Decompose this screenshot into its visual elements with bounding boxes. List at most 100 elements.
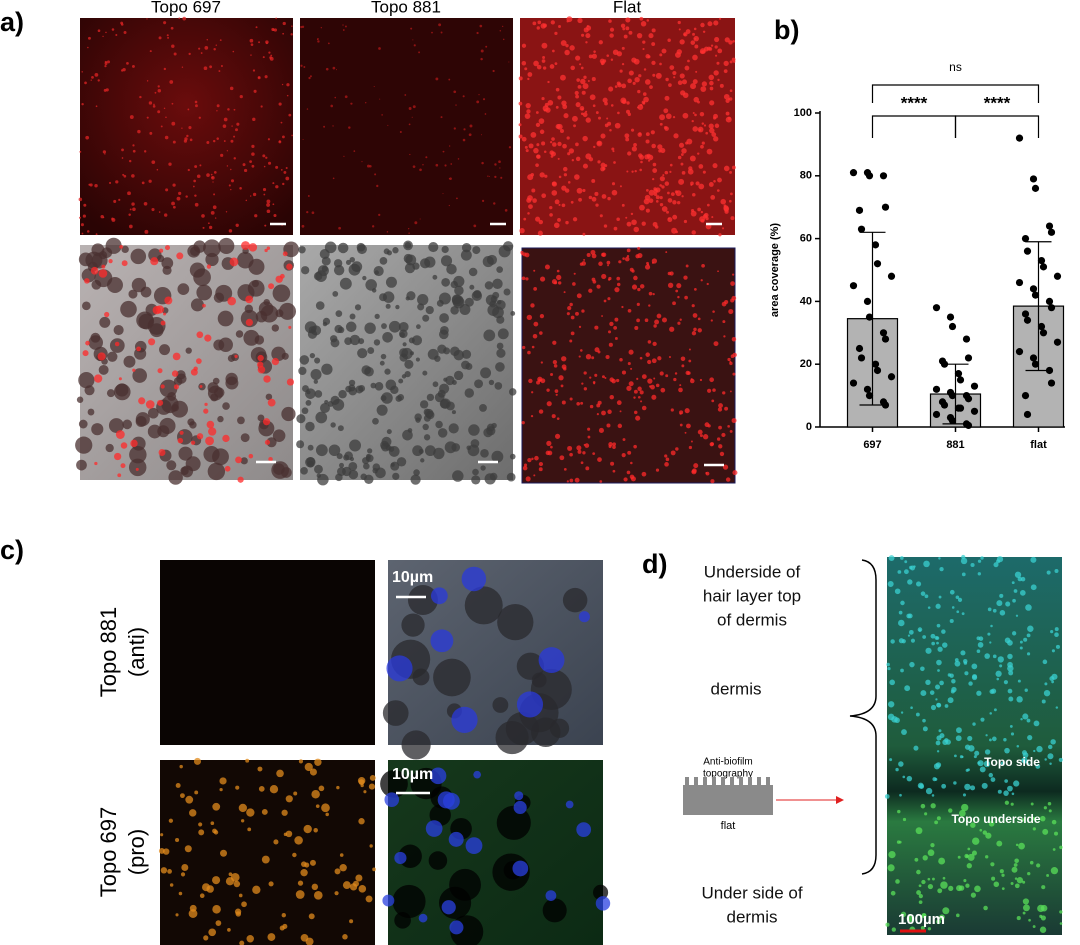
- texture-dot: [729, 390, 732, 393]
- texture-dot: [640, 160, 643, 164]
- texture-dot: [102, 35, 104, 38]
- texture-dot: [269, 56, 272, 59]
- texture-dot: [729, 429, 733, 433]
- texture-dot: [205, 436, 214, 446]
- texture-dot: [729, 361, 733, 366]
- tooth: [703, 777, 707, 786]
- texture-dot: [521, 60, 527, 66]
- texture-dot: [661, 48, 667, 54]
- texture-dot: [533, 269, 536, 272]
- texture-dot: [925, 647, 932, 654]
- texture-dot: [300, 868, 308, 877]
- texture-dot: [371, 225, 375, 228]
- texture-dot: [80, 223, 84, 227]
- texture-dot: [546, 440, 552, 446]
- texture-dot: [579, 106, 585, 111]
- texture-dot: [705, 131, 709, 135]
- texture-dot: [1019, 640, 1023, 644]
- texture-dot: [395, 304, 400, 310]
- texture-dot: [924, 812, 928, 816]
- texture-dot: [693, 463, 699, 469]
- texture-dot: [422, 370, 428, 376]
- texture-dot: [254, 335, 265, 345]
- texture-dot: [435, 77, 439, 81]
- texture-dot: [266, 246, 271, 250]
- texture-dot: [301, 266, 310, 275]
- texture-dot: [261, 855, 270, 864]
- texture-dot: [611, 189, 618, 196]
- texture-dot: [633, 275, 638, 281]
- texture-dot: [108, 259, 113, 264]
- texture-dot: [381, 114, 383, 116]
- texture-dot: [988, 820, 995, 827]
- texture-dot: [1019, 590, 1026, 596]
- texture-dot: [909, 565, 913, 570]
- texture-dot: [285, 830, 293, 838]
- texture-dot: [183, 139, 187, 143]
- texture-dot: [670, 408, 674, 412]
- texture-dot: [707, 424, 711, 428]
- texture-dot: [695, 70, 698, 73]
- texture-dot: [490, 295, 498, 303]
- texture-dot: [692, 111, 695, 115]
- texture-dot: [583, 27, 589, 33]
- texture-dot: [575, 94, 580, 99]
- texture-dot: [131, 174, 135, 178]
- texture-dot: [539, 129, 545, 135]
- texture-dot: [198, 829, 205, 836]
- texture-dot: [595, 896, 611, 911]
- texture-dot: [592, 104, 596, 108]
- texture-dot: [714, 45, 718, 49]
- texture-dot: [1032, 925, 1036, 928]
- texture-dot: [717, 270, 719, 273]
- texture-dot: [160, 867, 168, 874]
- texture-dot: [229, 257, 239, 267]
- texture-dot: [342, 29, 345, 31]
- texture-dot: [348, 126, 351, 129]
- texture-dot: [591, 53, 597, 59]
- texture-dot: [194, 165, 198, 169]
- texture-dot: [949, 618, 954, 624]
- texture-dot: [718, 17, 722, 20]
- texture-dot: [122, 419, 133, 430]
- texture-dot: [698, 128, 702, 132]
- y-tick-label: 20: [800, 358, 812, 370]
- texture-dot: [386, 429, 392, 435]
- texture-dot: [380, 769, 408, 798]
- texture-dot: [634, 77, 640, 83]
- texture-dot: [675, 447, 679, 451]
- texture-dot: [722, 391, 726, 395]
- texture-dot: [576, 401, 581, 406]
- texture-dot: [166, 460, 177, 471]
- texture-dot: [907, 579, 913, 585]
- texture-dot: [496, 805, 531, 840]
- texture-dot: [503, 288, 511, 296]
- y-tick-label: 60: [800, 233, 812, 245]
- texture-dot: [594, 347, 600, 353]
- texture-dot: [576, 445, 582, 451]
- texture-dot: [282, 21, 286, 26]
- texture-dot: [677, 321, 681, 325]
- texture-dot: [220, 849, 228, 857]
- texture-dot: [564, 49, 570, 56]
- texture-dot: [1014, 877, 1018, 880]
- texture-dot: [272, 429, 286, 442]
- texture-dot: [148, 101, 153, 105]
- texture-dot: [910, 706, 913, 710]
- texture-dot: [991, 736, 997, 742]
- texture-dot: [336, 453, 343, 460]
- texture-dot: [1007, 785, 1013, 792]
- texture-dot: [266, 209, 271, 214]
- texture-dot: [150, 257, 159, 266]
- texture-dot: [306, 210, 309, 214]
- texture-dot: [908, 629, 914, 635]
- tooth: [739, 777, 743, 786]
- texture-dot: [531, 391, 534, 394]
- texture-dot: [693, 287, 697, 291]
- texture-dot: [414, 221, 418, 225]
- data-point: [932, 410, 941, 419]
- texture-dot: [1022, 713, 1029, 720]
- texture-dot: [213, 292, 225, 303]
- texture-dot: [306, 108, 309, 110]
